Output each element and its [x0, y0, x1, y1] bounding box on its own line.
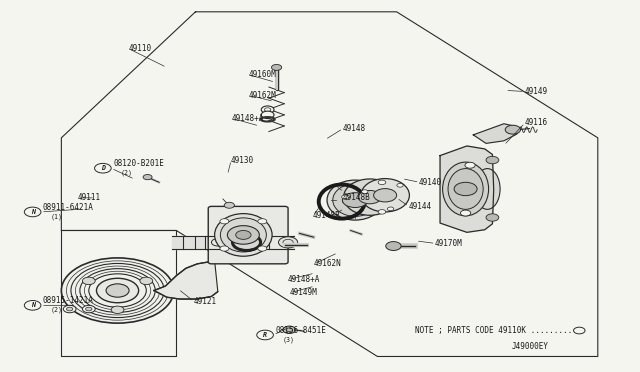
- Circle shape: [486, 214, 499, 221]
- Circle shape: [224, 202, 234, 208]
- Circle shape: [362, 190, 368, 193]
- Text: (2): (2): [51, 307, 63, 313]
- Text: D: D: [101, 165, 105, 171]
- Polygon shape: [154, 261, 218, 299]
- Text: 49116: 49116: [524, 119, 547, 128]
- Text: 49148B: 49148B: [312, 211, 340, 220]
- Polygon shape: [61, 12, 598, 356]
- Circle shape: [261, 111, 274, 119]
- Circle shape: [454, 182, 477, 196]
- Circle shape: [24, 207, 41, 217]
- Text: 49162M: 49162M: [248, 91, 276, 100]
- Text: 49148B: 49148B: [342, 193, 370, 202]
- Text: 08120-B201E: 08120-B201E: [113, 159, 164, 168]
- Text: N: N: [31, 302, 35, 308]
- Ellipse shape: [220, 218, 266, 252]
- Circle shape: [374, 189, 397, 202]
- Text: 49160M: 49160M: [248, 70, 276, 79]
- Text: 49149M: 49149M: [289, 288, 317, 297]
- Circle shape: [461, 210, 470, 216]
- Text: 49110: 49110: [129, 44, 152, 53]
- Ellipse shape: [448, 169, 483, 209]
- Ellipse shape: [443, 162, 488, 216]
- Circle shape: [111, 306, 124, 314]
- Circle shape: [143, 174, 152, 180]
- Text: 49121: 49121: [193, 297, 217, 306]
- Text: J49000EY: J49000EY: [511, 341, 548, 350]
- FancyBboxPatch shape: [208, 206, 288, 264]
- Text: 49144: 49144: [408, 202, 431, 211]
- Circle shape: [220, 246, 229, 251]
- Circle shape: [387, 207, 394, 211]
- Text: 49148: 49148: [342, 124, 365, 133]
- Circle shape: [378, 210, 386, 214]
- Circle shape: [97, 278, 139, 303]
- Text: 08915-1421A: 08915-1421A: [43, 296, 93, 305]
- Text: 49130: 49130: [230, 155, 253, 164]
- Text: 08911-6421A: 08911-6421A: [43, 203, 93, 212]
- Text: 08156-8451E: 08156-8451E: [275, 326, 326, 335]
- Polygon shape: [61, 231, 176, 356]
- Text: N: N: [31, 209, 35, 215]
- Polygon shape: [473, 124, 519, 143]
- Text: 49140: 49140: [419, 178, 442, 187]
- Circle shape: [342, 195, 349, 199]
- Ellipse shape: [474, 169, 500, 209]
- Text: 49111: 49111: [77, 193, 100, 202]
- Text: 49170M: 49170M: [435, 239, 463, 248]
- Circle shape: [386, 241, 401, 250]
- Circle shape: [83, 305, 95, 313]
- Circle shape: [63, 305, 76, 313]
- Circle shape: [227, 226, 259, 244]
- Text: NOTE ; PARTS CODE 49110K .........: NOTE ; PARTS CODE 49110K .........: [415, 326, 572, 335]
- Text: (1): (1): [51, 213, 63, 219]
- Circle shape: [358, 190, 381, 204]
- Circle shape: [67, 307, 73, 311]
- Circle shape: [24, 301, 41, 310]
- Circle shape: [258, 246, 267, 251]
- Circle shape: [342, 193, 368, 208]
- Circle shape: [95, 163, 111, 173]
- Text: (3): (3): [283, 336, 295, 343]
- Text: 49148+A: 49148+A: [232, 114, 264, 123]
- Text: R: R: [263, 332, 267, 338]
- Circle shape: [61, 258, 173, 323]
- Circle shape: [505, 125, 520, 134]
- Ellipse shape: [344, 179, 396, 215]
- Ellipse shape: [214, 214, 272, 256]
- Text: (2): (2): [121, 169, 132, 176]
- Circle shape: [278, 237, 298, 248]
- Circle shape: [261, 106, 274, 113]
- Circle shape: [236, 231, 251, 239]
- Circle shape: [220, 219, 229, 224]
- Circle shape: [465, 162, 475, 168]
- Circle shape: [83, 277, 95, 285]
- Circle shape: [86, 307, 92, 311]
- Text: 49149: 49149: [524, 87, 547, 96]
- Circle shape: [257, 330, 273, 340]
- Ellipse shape: [361, 179, 410, 212]
- Circle shape: [106, 284, 129, 297]
- Ellipse shape: [327, 180, 383, 220]
- Circle shape: [573, 327, 585, 334]
- Circle shape: [486, 156, 499, 164]
- Circle shape: [378, 180, 386, 185]
- Text: 49148+A: 49148+A: [288, 275, 321, 284]
- Circle shape: [283, 326, 296, 334]
- Polygon shape: [440, 146, 493, 232]
- Circle shape: [271, 64, 282, 70]
- Circle shape: [397, 183, 403, 187]
- Text: 49162N: 49162N: [314, 259, 341, 268]
- Circle shape: [258, 219, 267, 224]
- Ellipse shape: [333, 184, 378, 217]
- Circle shape: [140, 277, 153, 285]
